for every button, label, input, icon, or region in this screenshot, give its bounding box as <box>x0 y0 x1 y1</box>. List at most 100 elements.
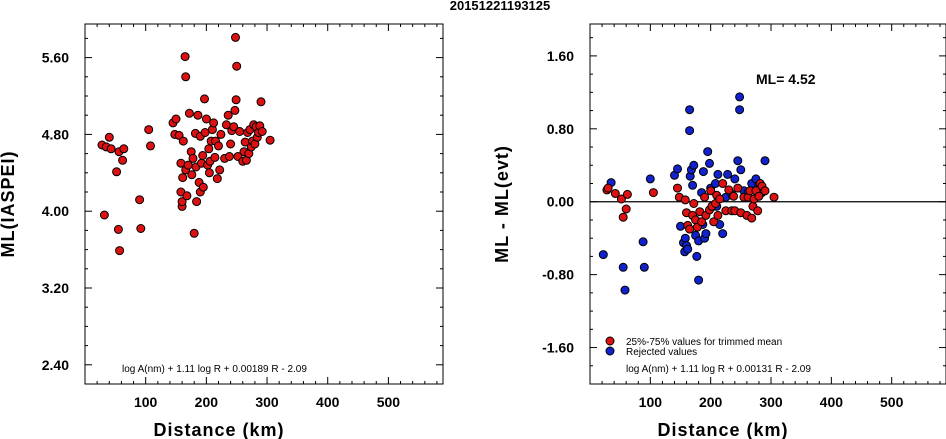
data-point <box>119 144 129 154</box>
data-point <box>639 262 649 272</box>
legend-label: 25%-75% values for trimmed mean <box>626 337 782 348</box>
data-point <box>198 182 208 192</box>
data-point <box>648 188 658 198</box>
data-point <box>216 129 226 139</box>
data-point <box>689 199 699 208</box>
data-point <box>692 251 702 261</box>
data-point <box>171 114 181 124</box>
data-point <box>754 191 764 201</box>
data-point <box>135 195 145 205</box>
data-point <box>200 128 210 137</box>
data-point <box>230 105 240 115</box>
legend-marker <box>605 336 615 346</box>
x-tick-label: 200 <box>699 394 723 410</box>
y-tick-label: -0.80 <box>542 267 574 283</box>
data-point <box>724 185 734 195</box>
data-point <box>735 92 745 102</box>
x-tick-label: 100 <box>134 394 158 410</box>
data-point <box>178 173 188 183</box>
data-point <box>201 114 211 124</box>
data-point <box>181 72 191 82</box>
x-axis-label: Distance (km) <box>153 420 284 439</box>
data-point <box>187 170 197 180</box>
data-point <box>113 224 123 234</box>
x-tick-label: 300 <box>759 394 783 410</box>
data-point <box>701 229 711 239</box>
data-point <box>733 156 743 166</box>
plot-frame <box>84 23 444 385</box>
data-point <box>638 237 648 247</box>
data-point <box>685 126 695 136</box>
data-point <box>177 197 187 207</box>
data-point <box>106 144 116 154</box>
data-point <box>645 174 655 184</box>
data-point <box>212 174 222 184</box>
data-point <box>705 158 714 168</box>
data-point <box>683 244 693 254</box>
data-point <box>706 186 716 196</box>
y-axis-label: ML(IASPEI) <box>0 151 18 258</box>
formula-annotation: log A(nm) + 1.11 log R + 0.00189 R - 2.0… <box>122 364 307 375</box>
data-point <box>115 246 125 256</box>
y-tick-label: 0.00 <box>547 194 574 210</box>
y-tick-label: 3.20 <box>42 280 69 296</box>
data-point <box>182 191 192 201</box>
data-point <box>680 233 690 243</box>
data-point <box>118 155 128 165</box>
data-point <box>204 168 214 178</box>
data-point <box>760 156 770 166</box>
x-tick-label: 100 <box>639 394 663 410</box>
chart-title: 20151221193125 <box>450 0 551 13</box>
data-point <box>610 189 620 198</box>
data-point <box>747 213 757 223</box>
data-point <box>209 118 219 128</box>
data-point <box>99 210 109 220</box>
y-tick-label: 4.00 <box>42 203 69 219</box>
plot-frame <box>589 23 946 385</box>
data-point <box>698 167 708 177</box>
data-point <box>709 217 719 227</box>
x-tick-label: 400 <box>820 394 844 410</box>
data-point <box>713 169 723 179</box>
x-axis-label: Distance (km) <box>657 420 788 439</box>
data-point <box>673 183 682 193</box>
data-point <box>231 32 240 42</box>
y-tick-label: 1.60 <box>547 48 574 64</box>
data-point <box>214 141 223 151</box>
data-point <box>189 228 199 238</box>
data-point <box>622 189 632 199</box>
data-point <box>204 144 214 154</box>
data-point <box>226 139 236 149</box>
data-point <box>769 192 779 202</box>
ml-value-label: ML= 4.52 <box>756 71 816 87</box>
data-point <box>112 167 122 177</box>
data-point <box>188 153 198 163</box>
x-tick-label: 200 <box>195 394 219 410</box>
data-point <box>192 197 202 207</box>
data-point <box>200 94 209 104</box>
data-point <box>210 152 220 162</box>
y-tick-label: 4.80 <box>42 126 69 142</box>
data-point <box>603 183 613 193</box>
legend-label: Rejected values <box>626 347 697 358</box>
data-point <box>620 285 630 295</box>
data-point <box>753 206 763 216</box>
data-point <box>178 136 188 146</box>
data-point <box>760 186 770 196</box>
data-point <box>735 105 745 115</box>
data-point <box>618 262 628 272</box>
data-point <box>257 127 267 136</box>
data-point <box>180 52 190 62</box>
x-tick-label: 500 <box>377 394 401 410</box>
data-point <box>215 165 225 175</box>
data-point <box>697 217 707 227</box>
data-point <box>673 164 682 174</box>
data-point <box>688 180 698 190</box>
data-point <box>229 122 239 132</box>
data-point <box>265 135 275 145</box>
data-point <box>618 212 628 222</box>
data-point <box>715 194 725 204</box>
y-tick-label: 2.40 <box>42 357 69 373</box>
x-tick-label: 500 <box>880 394 904 410</box>
